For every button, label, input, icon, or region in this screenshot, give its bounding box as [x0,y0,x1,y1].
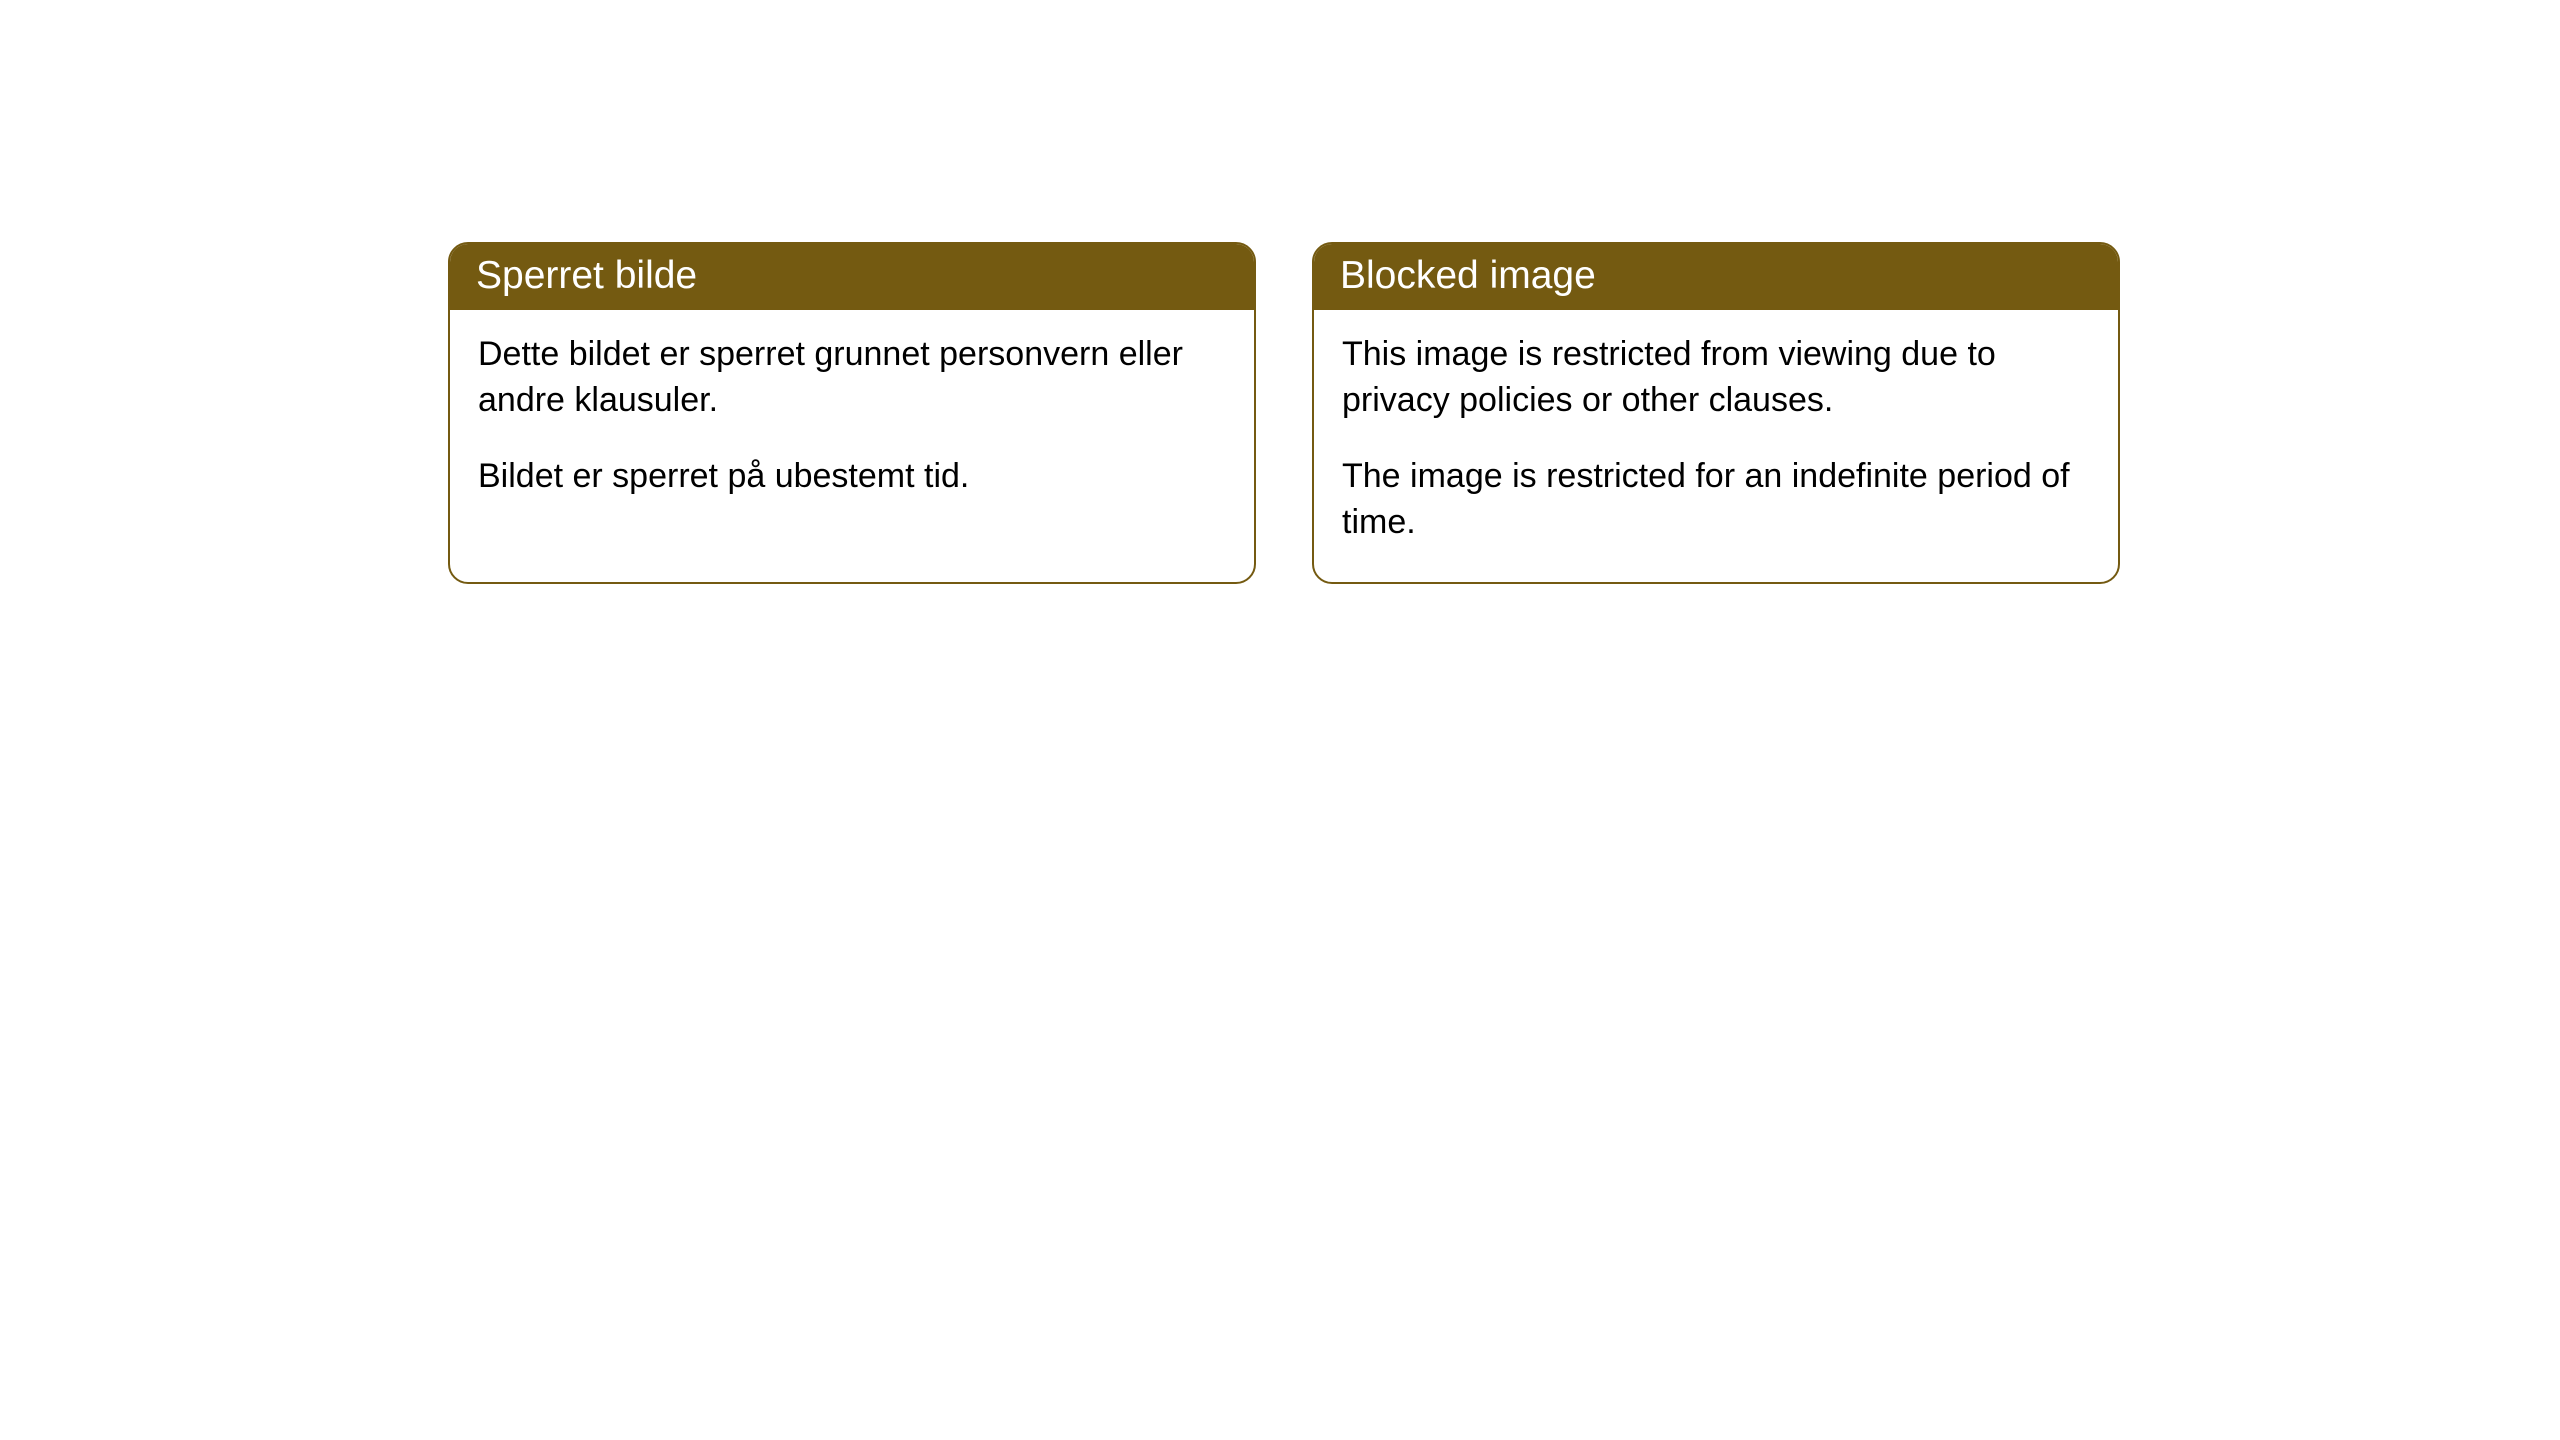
notice-paragraph: Bildet er sperret på ubestemt tid. [478,454,1226,500]
card-body: This image is restricted from viewing du… [1314,310,2118,582]
notice-paragraph: The image is restricted for an indefinit… [1342,454,2090,546]
card-header: Sperret bilde [450,244,1254,310]
notice-paragraph: This image is restricted from viewing du… [1342,332,2090,424]
notice-paragraph: Dette bildet er sperret grunnet personve… [478,332,1226,424]
blocked-image-card-norwegian: Sperret bilde Dette bildet er sperret gr… [448,242,1256,584]
notice-cards-container: Sperret bilde Dette bildet er sperret gr… [0,0,2560,584]
card-header: Blocked image [1314,244,2118,310]
card-body: Dette bildet er sperret grunnet personve… [450,310,1254,536]
blocked-image-card-english: Blocked image This image is restricted f… [1312,242,2120,584]
